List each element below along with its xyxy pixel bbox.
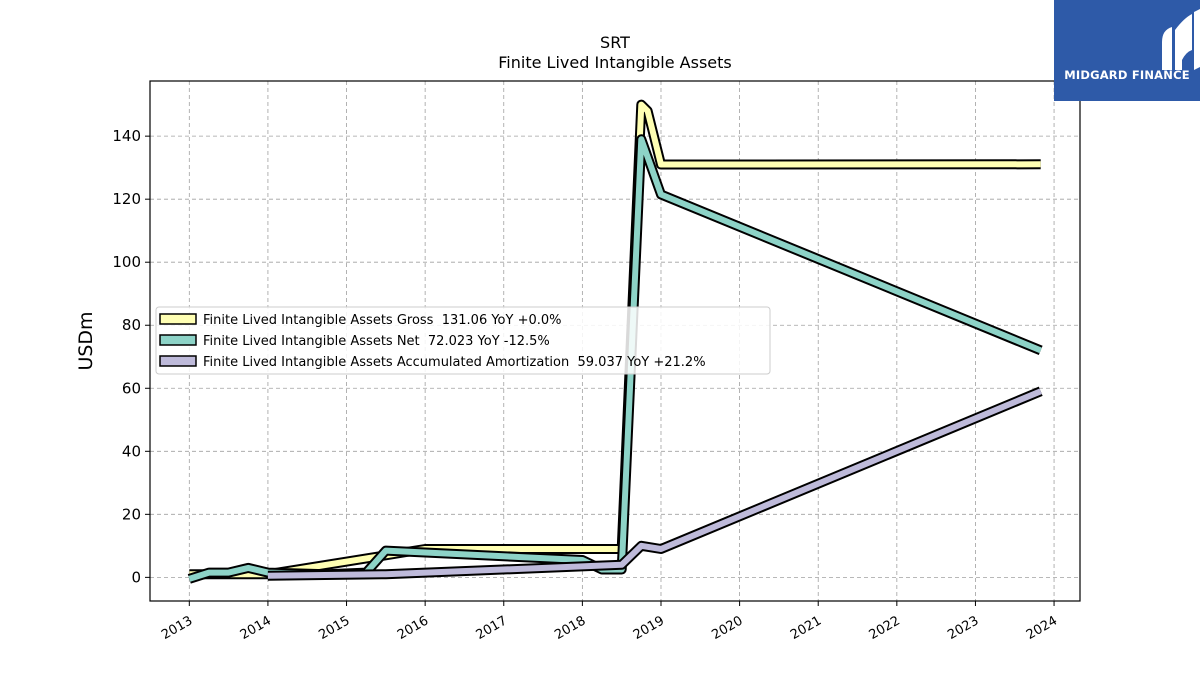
x-tick-label: 2019 (631, 613, 667, 643)
y-tick-label: 100 (112, 253, 141, 271)
y-tick-label: 80 (122, 316, 141, 334)
logo-text: MIDGARD FINANCE (1064, 68, 1190, 82)
legend-label-amortization: Finite Lived Intangible Assets Accumulat… (203, 355, 706, 370)
x-tick-label: 2015 (316, 613, 352, 643)
series-net-line (188, 136, 1042, 582)
legend-label-gross: Finite Lived Intangible Assets Gross 131… (203, 313, 562, 328)
x-tick-label: 2020 (709, 613, 745, 643)
y-tick-label: 60 (122, 379, 141, 397)
legend-frame (155, 306, 771, 375)
x-tick-label: 2017 (474, 613, 510, 643)
series-amortization-line (267, 388, 1042, 579)
y-tick-label: 140 (112, 127, 141, 145)
x-tick-label: 2013 (159, 613, 195, 643)
x-tick-label: 2014 (238, 613, 274, 643)
y-tick-label: 40 (122, 442, 141, 460)
x-tick-label: 2024 (1024, 613, 1060, 643)
y-axis-label: USDm (75, 311, 97, 370)
chart-title: SRT (600, 33, 630, 52)
plot-frame (149, 80, 1081, 602)
legend: Finite Lived Intangible Assets Gross 131… (155, 306, 771, 375)
y-tick-label: 0 (131, 568, 141, 586)
legend-swatch-gross (159, 313, 197, 325)
logo-mark-icon (1162, 9, 1200, 70)
x-axis: 2013 2014 2015 2016 2017 2018 2019 2020 2021 2022… (159, 601, 1060, 643)
legend-swatch-net (159, 334, 197, 346)
x-tick-label: 2016 (395, 613, 431, 643)
y-tick-label: 120 (112, 190, 141, 208)
y-tick-label: 20 (122, 505, 141, 523)
x-tick-label: 2023 (945, 613, 981, 643)
x-tick-label: 2018 (552, 613, 588, 643)
midgard-finance-logo: MIDGARD FINANCE (1054, 0, 1200, 101)
legend-label-net: Finite Lived Intangible Assets Net 72.02… (203, 334, 550, 349)
chart-subtitle: Finite Lived Intangible Assets (498, 53, 731, 72)
y-axis: 0 20 40 60 80 100 120 140 (112, 127, 150, 586)
x-tick-label: 2021 (788, 613, 824, 643)
legend-swatch-amortization (159, 355, 197, 367)
x-tick-label: 2022 (867, 613, 903, 643)
